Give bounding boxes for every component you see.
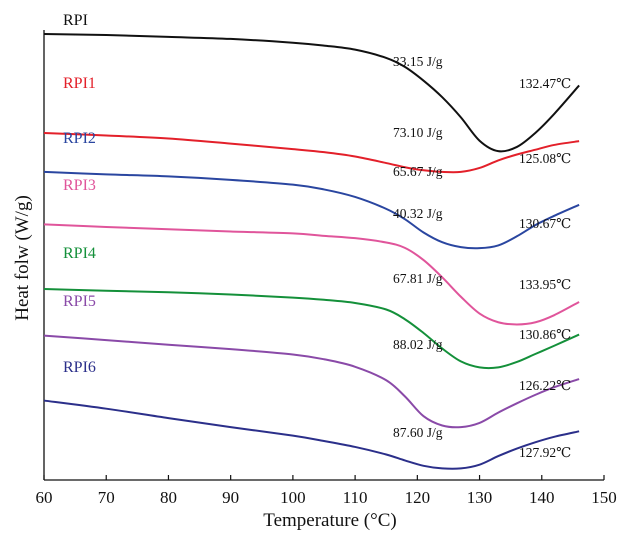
series-line-rpi3 <box>43 223 580 326</box>
enthalpy-label: 88.02 J/g <box>393 337 443 352</box>
enthalpy-label: 40.32 J/g <box>393 206 443 221</box>
peak-temp-label: 133.95℃ <box>519 277 571 292</box>
x-axis-title: Temperature (°C) <box>263 510 396 531</box>
peak-temp-label: 130.86℃ <box>519 327 571 342</box>
series-label: RPI5 <box>63 293 96 310</box>
series-label: RPI4 <box>63 245 96 262</box>
series-label: RPI6 <box>63 359 96 376</box>
series-label: RPI2 <box>63 130 96 147</box>
x-tick-label: 120 <box>405 488 431 507</box>
x-tick-label: 80 <box>160 488 177 507</box>
series-line-rpi5 <box>43 334 580 429</box>
enthalpy-label: 87.60 J/g <box>393 425 443 440</box>
series-line-rpi4 <box>43 288 580 370</box>
enthalpy-label: 73.10 J/g <box>393 125 443 140</box>
peak-temp-label: 130.67℃ <box>519 216 571 231</box>
series-line-rpi1 <box>43 132 580 174</box>
x-tick-label: 90 <box>222 488 239 507</box>
enthalpy-label: 65.67 J/g <box>393 164 443 179</box>
series-line-rpi2 <box>43 170 580 250</box>
enthalpy-label: 67.81 J/g <box>393 271 443 286</box>
x-tick-label: 70 <box>98 488 115 507</box>
series-label: RPI3 <box>63 177 96 194</box>
peak-temp-label: 126.22℃ <box>519 378 571 393</box>
x-tick-label: 110 <box>343 488 368 507</box>
peak-temp-label: 127.92℃ <box>519 445 571 460</box>
curves <box>43 33 580 470</box>
series-line-rpi <box>43 33 580 153</box>
x-tick-label: 100 <box>280 488 306 507</box>
series-label: RPI <box>63 12 88 29</box>
peak-temp-label: 125.08℃ <box>519 151 571 166</box>
x-tick-label: 140 <box>529 488 555 507</box>
series-line-rpi6 <box>43 399 580 470</box>
x-tick-label: 60 <box>36 488 53 507</box>
series-label: RPI1 <box>63 75 96 92</box>
peak-temp-label: 132.47℃ <box>519 76 571 91</box>
y-axis-title: Heat folw (W/g) <box>12 195 33 321</box>
enthalpy-label: 33.15 J/g <box>393 54 443 69</box>
x-tick-label: 130 <box>467 488 493 507</box>
x-tick-label: 150 <box>591 488 617 507</box>
labels: RPI 33.15 J/g 132.47℃ RPI1 73.10 J/g 125.08℃ R… <box>63 12 571 460</box>
axes: 60 70 80 90 100 110 120 130 140 150 <box>36 30 617 507</box>
